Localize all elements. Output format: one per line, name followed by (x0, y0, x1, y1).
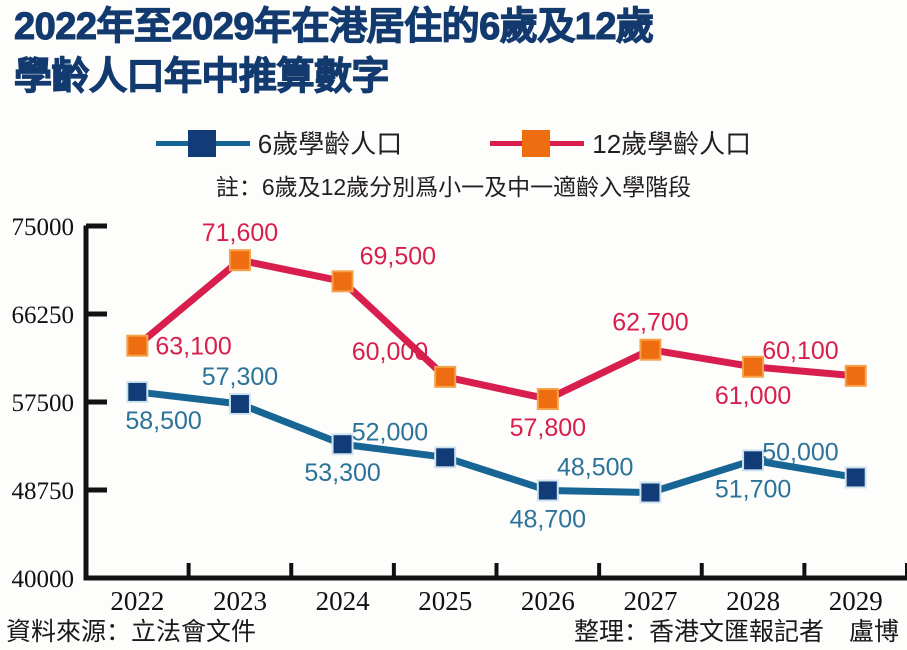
footer-source: 資料來源：立法會文件 (6, 619, 257, 646)
y-axis-tick-label: 40000 (12, 566, 75, 593)
x-axis-tick-label: 2022 (110, 586, 164, 615)
data-point-marker (536, 479, 559, 502)
data-point-marker (742, 449, 765, 472)
data-point-label: 57,800 (510, 414, 586, 442)
x-axis-tick-label: 2028 (726, 586, 780, 615)
legend-label-12yo: 12歲學齡人口 (592, 129, 752, 159)
data-point-marker (536, 387, 559, 410)
data-point-marker (434, 446, 457, 469)
legend-swatch-12yo (490, 129, 585, 157)
data-point-marker (844, 364, 867, 387)
data-point-label: 60,100 (762, 337, 838, 365)
footer-credit: 整理：香港文匯報記者 盧博 (573, 619, 899, 646)
data-point-label: 63,100 (155, 333, 231, 361)
chart-legend: 6歲學齡人口 12歲學齡人口 (0, 124, 907, 161)
y-axis-tick-label: 57500 (12, 390, 75, 417)
series-line (133, 388, 860, 497)
data-point-marker (331, 270, 354, 293)
x-axis-tick-label: 2026 (521, 586, 575, 615)
line-chart: 40000 48750 57500 66250 75000 2022 2023 2024 202… (12, 214, 907, 615)
x-axis-tick-label: 2029 (829, 586, 883, 615)
data-point-marker (639, 338, 662, 361)
data-point-label: 48,500 (557, 454, 633, 482)
y-axis-tick-label: 48750 (12, 478, 75, 505)
data-point-marker (639, 481, 662, 504)
title-line-1: 2022年至2029年在港居住的6歲及12歲 (13, 5, 654, 48)
data-point-label: 53,300 (304, 459, 380, 487)
legend-marker-12yo (522, 129, 551, 157)
data-point-marker (434, 365, 457, 388)
x-axis-tick-label: 2027 (623, 586, 677, 615)
chart-axes: 40000 48750 57500 66250 75000 2022 2023 2024 202… (12, 214, 907, 615)
legend-label-6yo: 6歲學齡人口 (257, 129, 403, 159)
x-axis-tick-label: 2023 (213, 586, 267, 615)
data-point-label: 48,700 (510, 506, 586, 534)
x-axis-tick-label: 2025 (418, 586, 472, 615)
data-point-label: 60,000 (352, 338, 428, 366)
legend-marker-6yo (187, 129, 216, 157)
data-point-label: 71,600 (202, 219, 278, 247)
data-point-label: 61,000 (715, 382, 791, 410)
data-point-label: 62,700 (612, 309, 688, 337)
legend-item-12yo: 12歲學齡人口 (490, 124, 751, 161)
y-axis-tick-label: 66250 (12, 302, 75, 329)
data-point-label: 51,700 (715, 475, 791, 503)
data-point-marker (228, 249, 251, 272)
y-axis-tick-label: 75000 (12, 214, 75, 241)
chart-series-12yo: 63,100 71,600 69,500 60,000 57,800 62,700 61,0… (126, 219, 867, 442)
data-point-marker (126, 334, 149, 357)
data-point-marker (844, 466, 867, 489)
x-axis-tick-label: 2024 (316, 586, 371, 615)
data-point-label: 52,000 (352, 418, 428, 446)
data-point-marker (126, 380, 149, 403)
legend-item-6yo: 6歲學齡人口 (155, 124, 403, 161)
legend-swatch-6yo (155, 129, 250, 157)
data-point-label: 69,500 (360, 242, 436, 270)
data-point-label: 50,000 (762, 438, 838, 466)
page-title: 2022年至2029年在港居住的6歲及12歲 學齡人口年中推算數字 (13, 2, 894, 102)
title-line-2: 學齡人口年中推算數字 (13, 55, 390, 98)
data-point-label: 57,300 (202, 363, 278, 391)
chart-footer: 資料來源：立法會文件 整理：香港文匯報記者 盧博 (0, 612, 907, 650)
chart-note: 註：6歲及12歲分別爲小一及中一適齡入學階段 (215, 174, 692, 200)
series-line (133, 256, 860, 403)
data-point-label: 58,500 (125, 407, 201, 435)
data-point-marker (228, 393, 251, 416)
data-point-marker (742, 355, 765, 378)
data-point-marker (331, 433, 354, 456)
